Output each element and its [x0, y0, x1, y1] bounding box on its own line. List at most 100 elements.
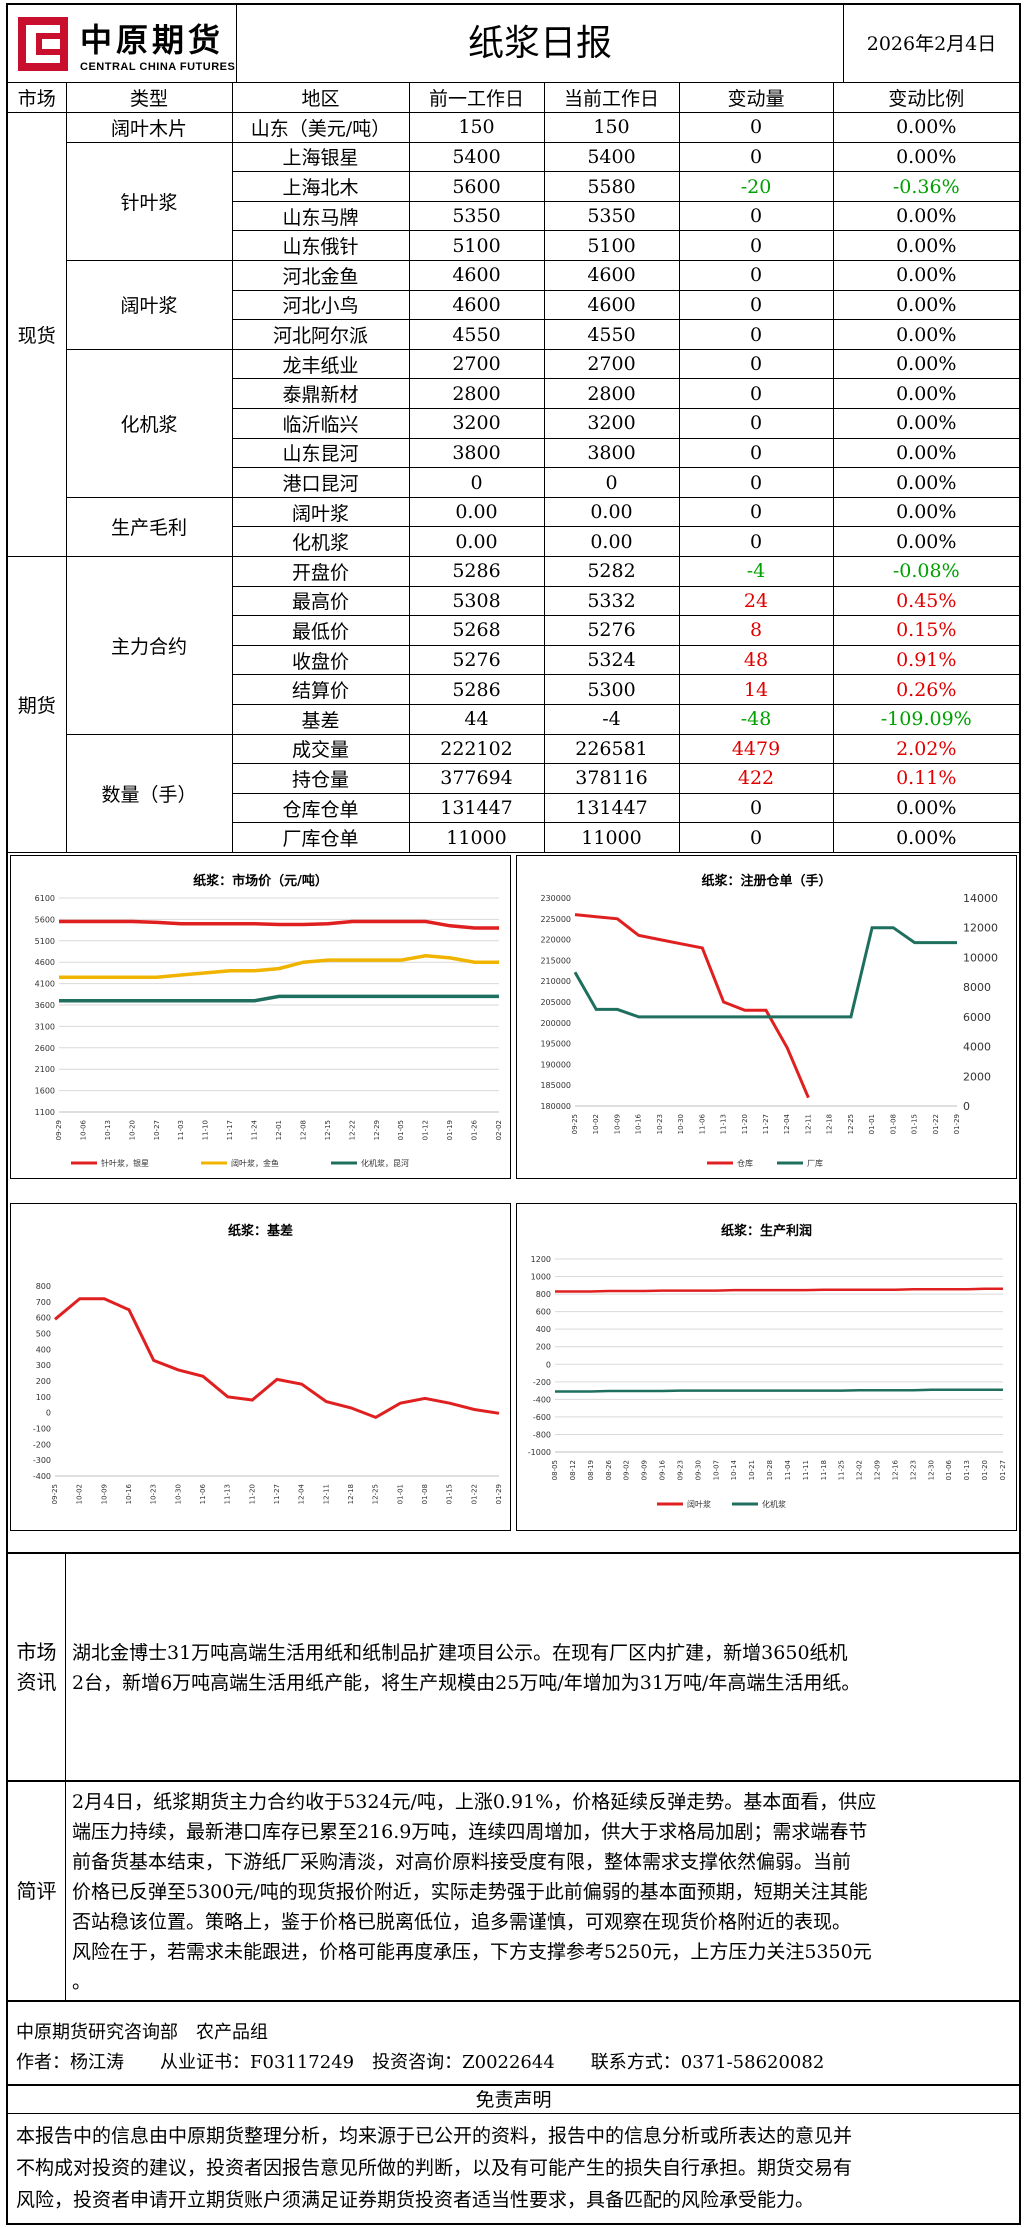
chart-market-price: 纸浆：市场价（元/吨） 6100 5600 5100 4600 4100 3600 3100… [10, 855, 511, 1179]
x-tick-label: 09-25 [571, 1114, 579, 1134]
change-pct-cell: 0.00% [832, 408, 1019, 439]
region-cell: 河北金鱼 [231, 260, 410, 291]
curr-value-cell: 5580 [543, 171, 680, 202]
curr-value-cell: 2700 [543, 348, 680, 380]
x-tick-label: 01-13 [963, 1460, 971, 1480]
table-header-row: 市场 类型 地区 前一工作日 当前工作日 变动量 变动比例 [8, 83, 1019, 114]
table-row: 上海北木 5600 5580 -20 -0.36% [8, 171, 1019, 202]
x-tick-label: 01-22 [470, 1484, 478, 1504]
x-tick-label: 10-30 [677, 1114, 685, 1134]
region-cell: 山东昆河 [232, 437, 410, 469]
series-line-0 [555, 1287, 1003, 1293]
region-cell: 基差 [232, 703, 410, 735]
series-line-0 [54, 1297, 500, 1420]
prev-value-cell: 2700 [408, 348, 545, 380]
disclaimer-title-row: 免责声明 [8, 2084, 1019, 2114]
x-tick-label: 12-11 [804, 1114, 812, 1134]
y-tick-label: 1100 [35, 1108, 55, 1117]
x-tick-label: 10-16 [635, 1113, 643, 1134]
series-line-0 [574, 913, 810, 1099]
y-tick-label: 195000 [540, 1040, 571, 1049]
table-row: 化机浆 0.00 0.00 0 0.00% [8, 526, 1019, 557]
prev-value-cell: 4600 [408, 289, 545, 321]
y-tick-label: -300 [33, 1456, 51, 1465]
table-row: 化机浆 龙丰纸业 2700 2700 0 0.00% [8, 348, 1019, 498]
y-tick-label: 200 [36, 1377, 51, 1386]
x-tick-label: 01-22 [932, 1114, 940, 1134]
prev-value-cell: 0.00 [408, 496, 545, 528]
y-tick-label: 600 [536, 1308, 551, 1317]
change-cell: 0 [678, 230, 834, 262]
y-tick-label: 3600 [35, 1001, 55, 1010]
change-pct-cell: 0.00% [832, 792, 1019, 824]
curr-value-cell: 378116 [543, 763, 680, 794]
prev-value-cell: 131447 [408, 792, 545, 824]
y-tick-label: 2100 [35, 1065, 55, 1074]
legend-label: 针叶浆，银星 [101, 1158, 149, 1168]
review-line: 。 [72, 1971, 92, 1993]
x-tick-label: 09-09 [641, 1460, 649, 1480]
curr-value-cell: 0.00 [543, 526, 680, 557]
series-line-0 [59, 919, 499, 930]
x-tick-label: 11-18 [820, 1460, 828, 1480]
change-cell: 4479 [678, 733, 834, 765]
table-row: 泰鼎新材 2800 2800 0 0.00% [8, 378, 1019, 410]
x-tick-label: 10-23 [150, 1484, 158, 1504]
change-cell: 8 [678, 615, 834, 646]
chart-warehouse-receipts-svg: 230000 225000 220000 215000 210000 205000 2000… [540, 892, 998, 1168]
x-tick-label: 12-25 [847, 1114, 855, 1134]
x-tick-label: 10-21 [748, 1460, 756, 1480]
prev-value-cell: 5350 [408, 200, 545, 232]
region-cell: 河北小鸟 [232, 289, 410, 321]
curr-value-cell: 5332 [543, 585, 680, 617]
x-tick-label: 11-03 [177, 1120, 185, 1140]
curr-value-cell: 3200 [543, 408, 680, 439]
y-right-tick-label: 14000 [963, 892, 998, 905]
type-cell: 数量（手） [66, 733, 233, 853]
change-cell: 0 [678, 526, 834, 557]
x-tick-label: 01-05 [397, 1120, 405, 1140]
y-tick-label: 300 [36, 1361, 51, 1370]
x-tick-label: 11-06 [199, 1483, 207, 1504]
news-line: 湖北金博士31万吨高端生活用纸和纸制品扩建项目公示。在现有厂区内扩建，新增365… [72, 1642, 848, 1664]
change-cell: 0 [678, 112, 834, 143]
chart-production-profit: 纸浆：生产利润 1200 1000 800 600 400 200 0 -200 -400 -60… [516, 1203, 1017, 1531]
prev-value-cell: 0 [408, 467, 545, 498]
department: 中原期货研究咨询部 农产品组 [16, 2022, 268, 2043]
prev-value-cell: 4600 [408, 260, 545, 291]
x-tick-label: 10-27 [153, 1120, 161, 1140]
x-tick-label: 01-08 [421, 1484, 429, 1504]
x-tick-label: 08-19 [587, 1460, 595, 1480]
type-cell: 针叶浆 [66, 141, 233, 262]
x-tick-label: 12-23 [909, 1460, 917, 1480]
chart-warehouse-receipts: 纸浆：注册仓单（手） 230000 225000 220000 215000 21000… [516, 855, 1017, 1179]
curr-value-cell: 5400 [543, 141, 680, 173]
company-logo: 中原期货 CENTRAL CHINA FUTURES [8, 5, 237, 83]
x-tick-label: 01-29 [495, 1484, 503, 1504]
x-tick-label: 12-04 [783, 1113, 791, 1134]
table-row: 河北阿尔派 4550 4550 0 0.00% [8, 319, 1019, 350]
region-cell: 收盘价 [232, 644, 410, 676]
x-tick-label: 12-08 [299, 1120, 307, 1140]
chart-production-profit-svg: 1200 1000 800 600 400 200 0 -200 -400 -600 -800 -10… [528, 1255, 1007, 1509]
x-tick-label: 10-02 [76, 1484, 84, 1504]
type-cell: 阔叶浆 [66, 260, 233, 350]
prev-value-cell: 5100 [408, 230, 545, 262]
region-cell: 成交量 [231, 733, 410, 765]
header-cell: 类型 [65, 83, 233, 114]
change-cell: 0 [678, 467, 834, 498]
y-tick-label: 4100 [35, 980, 55, 989]
y-tick-label: 205000 [540, 998, 571, 1007]
change-pct-cell: 0.15% [832, 615, 1019, 646]
change-cell: 0 [678, 378, 834, 410]
curr-value-cell: 5324 [543, 644, 680, 676]
change-cell: 0 [678, 348, 834, 380]
table-row: 持仓量 377694 378116 422 0.11% [8, 763, 1019, 794]
change-cell: 0 [678, 141, 834, 173]
x-tick-label: 11-27 [762, 1114, 770, 1134]
x-tick-label: 12-02 [856, 1460, 864, 1480]
chart-title: 纸浆：注册仓单（手） [701, 874, 832, 889]
x-tick-label: 10-20 [128, 1120, 136, 1140]
x-tick-label: 10-23 [656, 1114, 664, 1134]
curr-value-cell: 5350 [543, 200, 680, 232]
